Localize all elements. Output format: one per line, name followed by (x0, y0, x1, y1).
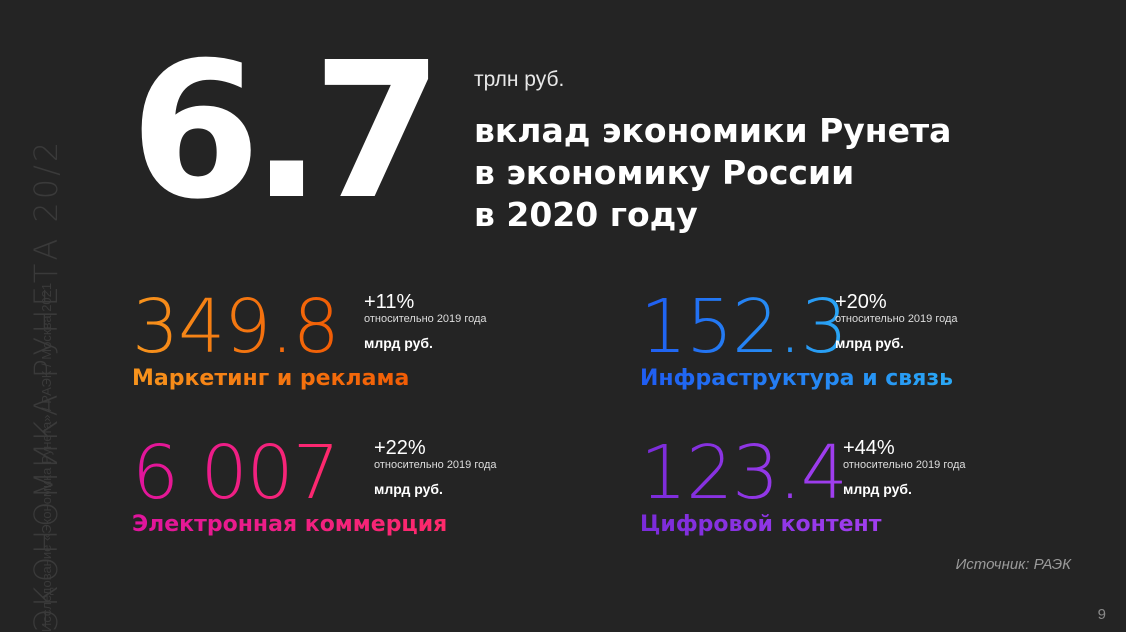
hero-unit: трлн руб. (474, 68, 565, 91)
metric-change: +20% (835, 291, 887, 313)
metric-change: +22% (374, 437, 426, 459)
source-note: Источник: РАЭК (955, 556, 1071, 573)
metric-change: +44% (843, 437, 895, 459)
metric-value: 123.4 (640, 430, 848, 516)
metric-unit: млрд руб. (835, 335, 904, 351)
hero-description-line: вклад экономики Рунета (474, 111, 952, 150)
hero-value: 6.7 (130, 22, 443, 241)
metric-relative: относительно 2019 года (364, 313, 487, 325)
metric-relative: относительно 2019 года (835, 313, 958, 325)
metric-change: +11% (364, 291, 415, 313)
metric-relative: относительно 2019 года (843, 459, 966, 471)
sidebar-subtitle: Исследование «Экономика Рунета» / РАЭК /… (39, 282, 54, 632)
metric-label: Инфраструктура и связь (640, 366, 954, 391)
hero-description: вклад экономики Рунета в экономику Росси… (474, 110, 951, 236)
metric-label: Электронная коммерция (132, 512, 448, 537)
sidebar-watermark: ЭКОНОМИКА РУНЕТА 20/2 Исследование «Экон… (0, 0, 60, 632)
metric-unit: млрд руб. (364, 335, 433, 351)
metric-label: Цифровой контент (640, 512, 882, 537)
metric-value: 152.3 (640, 284, 848, 370)
metric-unit: млрд руб. (374, 481, 443, 497)
metric-unit: млрд руб. (843, 481, 912, 497)
metric-value: 349.8 (132, 284, 340, 370)
metric-label: Маркетинг и реклама (132, 366, 410, 391)
metric-value: 6 007 (132, 430, 340, 516)
hero-description-line: в экономику России (474, 153, 855, 192)
page-number: 9 (1097, 606, 1106, 623)
metric-relative: относительно 2019 года (374, 459, 497, 471)
hero-description-line: в 2020 году (474, 195, 698, 234)
